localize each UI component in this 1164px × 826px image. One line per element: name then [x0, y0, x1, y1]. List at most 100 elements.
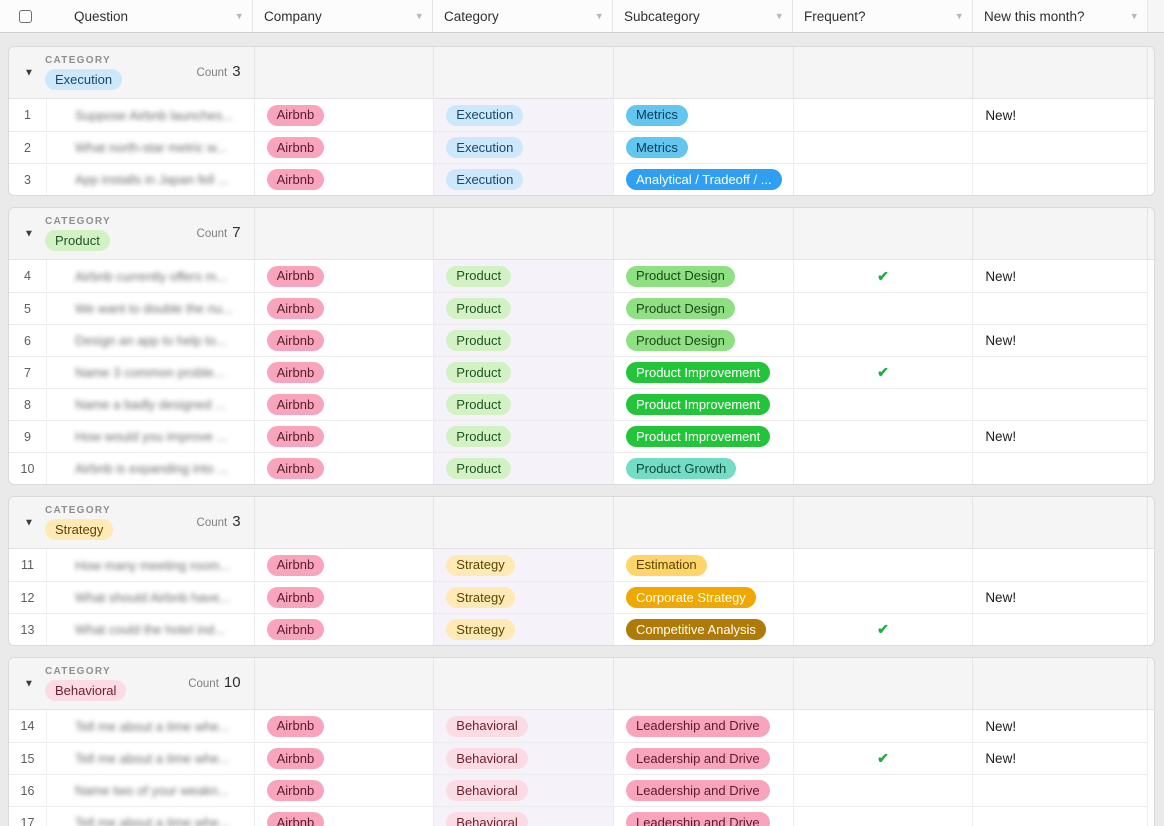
chevron-down-icon[interactable]: ▾ — [956, 10, 962, 23]
chevron-down-icon[interactable]: ▾ — [236, 10, 242, 23]
new-this-month-cell[interactable] — [972, 388, 1148, 420]
question-cell[interactable]: Name a badly designed ... — [45, 388, 254, 420]
frequent-cell[interactable]: ✔ — [792, 613, 973, 645]
company-cell[interactable]: Airbnb — [253, 452, 434, 484]
chevron-down-icon[interactable]: ▾ — [416, 10, 422, 23]
question-cell[interactable]: How would you improve ... — [45, 420, 254, 452]
company-cell[interactable]: Airbnb — [253, 260, 434, 292]
column-header-question[interactable]: Question ▾ — [0, 0, 253, 32]
subcategory-cell[interactable]: Product Growth — [612, 452, 793, 484]
column-header-new-this-month[interactable]: New this month? ▾ — [973, 0, 1148, 32]
chevron-down-icon[interactable]: ▾ — [596, 10, 602, 23]
category-cell[interactable]: Product — [433, 452, 613, 484]
row-number[interactable]: 1 — [23, 108, 31, 122]
company-cell[interactable]: Airbnb — [253, 292, 434, 324]
subcategory-cell[interactable]: Analytical / Tradeoff / ... — [612, 163, 793, 195]
company-cell[interactable]: Airbnb — [253, 581, 434, 613]
column-header-frequent[interactable]: Frequent? ▾ — [793, 0, 973, 32]
frequent-cell[interactable] — [792, 774, 973, 806]
company-cell[interactable]: Airbnb — [253, 549, 434, 581]
row-number[interactable]: 16 — [9, 774, 46, 806]
subcategory-cell[interactable]: Leadership and Drive — [612, 806, 793, 826]
subcategory-cell[interactable]: Metrics — [612, 99, 793, 131]
category-cell[interactable]: Product — [433, 420, 613, 452]
subcategory-cell[interactable]: Estimation — [612, 549, 793, 581]
row-number[interactable]: 14 — [20, 719, 35, 733]
new-this-month-cell[interactable] — [972, 774, 1148, 806]
category-cell[interactable]: Product — [433, 388, 613, 420]
question-cell[interactable]: How many meeting room... — [45, 549, 254, 581]
frequent-cell[interactable] — [792, 710, 973, 742]
row-number[interactable]: 10 — [9, 452, 46, 484]
collapse-triangle-icon[interactable]: ▼ — [24, 67, 34, 78]
frequent-cell[interactable] — [792, 452, 973, 484]
question-cell[interactable]: Airbnb currently offers m... — [45, 260, 254, 292]
category-cell[interactable]: Strategy — [433, 549, 613, 581]
new-this-month-cell[interactable] — [972, 613, 1148, 645]
row-number[interactable]: 15 — [9, 742, 46, 774]
new-this-month-cell[interactable]: New! — [972, 581, 1148, 613]
collapse-triangle-icon[interactable]: ▼ — [24, 228, 34, 239]
category-cell[interactable]: Product — [433, 324, 613, 356]
question-cell[interactable]: Tell me about a time whe... — [45, 710, 254, 742]
subcategory-cell[interactable]: Product Improvement — [612, 420, 793, 452]
new-this-month-cell[interactable]: New! — [972, 420, 1148, 452]
company-cell[interactable]: Airbnb — [253, 388, 434, 420]
company-cell[interactable]: Airbnb — [253, 356, 434, 388]
frequent-cell[interactable]: ✔ — [792, 356, 973, 388]
frequent-cell[interactable] — [792, 420, 973, 452]
question-cell[interactable]: What north-star metric w... — [45, 131, 254, 163]
subcategory-cell[interactable]: Leadership and Drive — [612, 774, 793, 806]
question-cell[interactable]: App installs in Japan fell ... — [45, 163, 254, 195]
category-cell[interactable]: Execution — [433, 131, 613, 163]
new-this-month-cell[interactable] — [972, 452, 1148, 484]
category-cell[interactable]: Product — [433, 260, 613, 292]
company-cell[interactable]: Airbnb — [253, 131, 434, 163]
question-cell[interactable]: What could the hotel ind... — [45, 613, 254, 645]
frequent-cell[interactable] — [792, 163, 973, 195]
company-cell[interactable]: Airbnb — [253, 806, 434, 826]
frequent-cell[interactable] — [792, 292, 973, 324]
question-cell[interactable]: Name two of your weakn... — [45, 774, 254, 806]
new-this-month-cell[interactable] — [972, 131, 1148, 163]
new-this-month-cell[interactable]: New! — [972, 99, 1147, 131]
subcategory-cell[interactable]: Product Design — [612, 260, 793, 292]
category-cell[interactable]: Execution — [433, 163, 613, 195]
category-cell[interactable]: Strategy — [433, 613, 613, 645]
question-cell[interactable]: Tell me about a time whe... — [45, 742, 254, 774]
new-this-month-cell[interactable] — [972, 806, 1148, 826]
row-number[interactable]: 2 — [9, 131, 46, 163]
subcategory-cell[interactable]: Product Improvement — [612, 356, 793, 388]
new-this-month-cell[interactable] — [972, 549, 1147, 581]
frequent-cell[interactable] — [792, 324, 973, 356]
frequent-cell[interactable] — [792, 581, 973, 613]
new-this-month-cell[interactable] — [972, 292, 1148, 324]
new-this-month-cell[interactable] — [972, 356, 1148, 388]
chevron-down-icon[interactable]: ▾ — [1131, 10, 1137, 23]
subcategory-cell[interactable]: Competitive Analysis — [612, 613, 793, 645]
column-header-category[interactable]: Category ▾ — [433, 0, 613, 32]
company-cell[interactable]: Airbnb — [253, 613, 434, 645]
subcategory-cell[interactable]: Leadership and Drive — [612, 710, 793, 742]
company-cell[interactable]: Airbnb — [253, 324, 434, 356]
row-number[interactable]: 3 — [9, 163, 46, 195]
row-number[interactable]: 12 — [9, 581, 46, 613]
category-cell[interactable]: Strategy — [433, 581, 613, 613]
subcategory-cell[interactable]: Leadership and Drive — [612, 742, 793, 774]
company-cell[interactable]: Airbnb — [253, 710, 434, 742]
question-cell[interactable]: Name 3 common proble... — [45, 356, 254, 388]
frequent-cell[interactable] — [792, 806, 973, 826]
row-number[interactable]: 9 — [9, 420, 46, 452]
column-header-subcategory[interactable]: Subcategory ▾ — [613, 0, 793, 32]
company-cell[interactable]: Airbnb — [253, 420, 434, 452]
company-cell[interactable]: Airbnb — [253, 163, 434, 195]
company-cell[interactable]: Airbnb — [253, 742, 434, 774]
select-all-checkbox[interactable] — [19, 9, 32, 23]
subcategory-cell[interactable]: Product Design — [612, 324, 793, 356]
subcategory-cell[interactable]: Metrics — [612, 131, 793, 163]
question-cell[interactable]: Airbnb is expanding into ... — [45, 452, 254, 484]
question-cell[interactable]: Tell me about a time whe... — [45, 806, 254, 826]
category-cell[interactable]: Product — [433, 292, 613, 324]
company-cell[interactable]: Airbnb — [253, 99, 434, 131]
frequent-cell[interactable] — [792, 388, 973, 420]
